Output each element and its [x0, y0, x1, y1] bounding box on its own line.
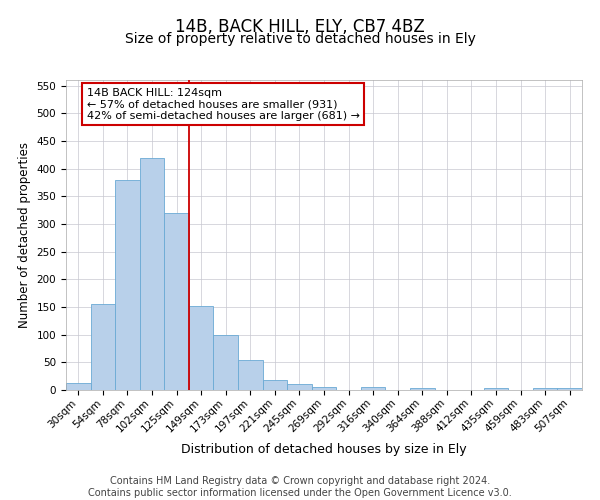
Text: 14B, BACK HILL, ELY, CB7 4BZ: 14B, BACK HILL, ELY, CB7 4BZ: [175, 18, 425, 36]
Text: Size of property relative to detached houses in Ely: Size of property relative to detached ho…: [125, 32, 475, 46]
Bar: [115, 180, 140, 390]
Bar: [312, 387, 336, 390]
Bar: [189, 306, 214, 390]
Text: Contains HM Land Registry data © Crown copyright and database right 2024.
Contai: Contains HM Land Registry data © Crown c…: [88, 476, 512, 498]
X-axis label: Distribution of detached houses by size in Ely: Distribution of detached houses by size …: [181, 443, 467, 456]
Bar: [361, 387, 385, 390]
Bar: [164, 213, 189, 390]
Bar: [484, 388, 508, 390]
Bar: [557, 388, 582, 390]
Bar: [238, 360, 263, 390]
Bar: [214, 334, 238, 390]
Bar: [91, 304, 115, 390]
Bar: [263, 380, 287, 390]
Y-axis label: Number of detached properties: Number of detached properties: [18, 142, 31, 328]
Bar: [140, 158, 164, 390]
Bar: [66, 383, 91, 390]
Bar: [533, 388, 557, 390]
Bar: [410, 388, 434, 390]
Text: 14B BACK HILL: 124sqm
← 57% of detached houses are smaller (931)
42% of semi-det: 14B BACK HILL: 124sqm ← 57% of detached …: [86, 88, 359, 121]
Bar: [287, 384, 312, 390]
